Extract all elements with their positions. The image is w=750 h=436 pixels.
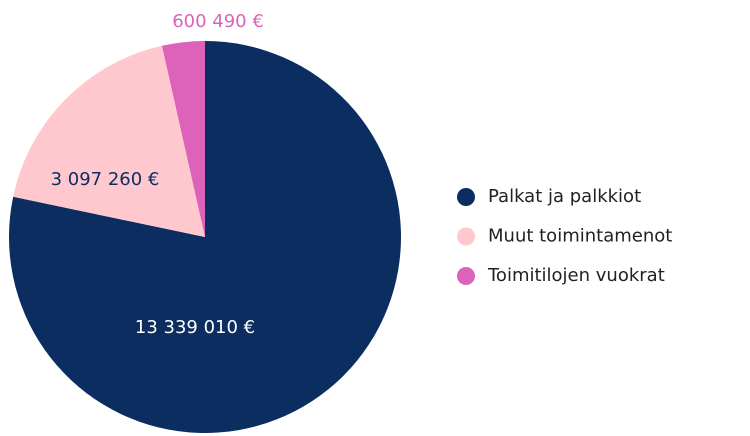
legend-label: Muut toimintamenot xyxy=(488,226,672,247)
slice-label: 3 097 260 € xyxy=(51,169,160,190)
slice-label: 600 490 € xyxy=(172,11,264,32)
legend-swatch xyxy=(457,188,475,206)
pie-slice xyxy=(161,41,205,237)
pie-slice xyxy=(13,45,206,237)
legend-swatch xyxy=(457,227,475,246)
slice-label: 13 339 010 € xyxy=(135,317,255,338)
legend-label: Toimitilojen vuokrat xyxy=(487,265,665,286)
legend-label: Palkat ja palkkiot xyxy=(488,186,641,207)
legend-swatch xyxy=(457,267,475,285)
